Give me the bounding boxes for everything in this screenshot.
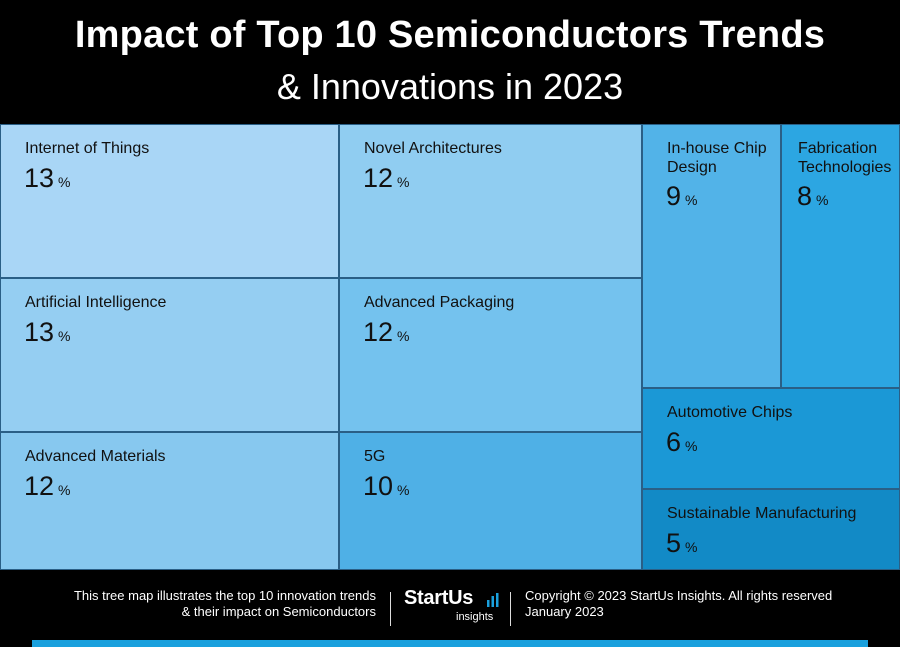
logo-sub-text: insights [456,611,494,623]
footer-copyright: Copyright © 2023 StartUs Insights. All r… [525,588,832,620]
tile-label: 5G [364,448,386,465]
treemap-tile-novel-architectures: Novel Architectures 12% [339,124,642,278]
tile-value: 6% [666,427,698,457]
tile-label: Advanced Materials [25,448,166,465]
tile-label: Advanced Packaging [364,294,515,311]
tile-label: Sustainable Manufacturing [667,505,857,522]
footer-description-line1: This tree map illustrates the top 10 inn… [73,588,376,603]
copyright-line: Copyright © 2023 StartUs Insights. All r… [525,588,833,603]
tile-label: Fabrication Technologies [798,140,892,176]
accent-bar [32,640,868,647]
header: Impact of Top 10 Semiconductors Trends &… [0,0,900,124]
logo-brand-text: StartUs [404,587,474,609]
footer-description-line2: & their impact on Semiconductors [181,604,376,619]
tile-label: Artificial Intelligence [25,294,167,311]
startus-logo: StartUs insights [404,587,500,627]
chart-subtitle: & Innovations in 2023 [276,66,624,107]
tile-value: 13% [24,163,71,193]
footer: This tree map illustrates the top 10 inn… [0,570,900,647]
tile-value: 8% [797,181,829,211]
treemap-tile-advanced-materials: Advanced Materials 12% [0,432,339,570]
tile-value: 12% [24,471,71,501]
treemap-tile-advanced-packaging: Advanced Packaging 12% [339,278,642,432]
treemap-tile-in-house-chip-design: In-house Chip Design 9% [642,124,781,388]
treemap: Internet of Things 13% Artificial Intellig… [0,124,900,570]
tile-label: In-house Chip Design [667,140,767,176]
treemap-tile-sustainable-manufacturing: Sustainable Manufacturing 5% [642,489,900,570]
tile-value: 12% [363,317,410,347]
footer-description: This tree map illustrates the top 10 inn… [74,588,376,620]
date-line: January 2023 [525,604,604,619]
treemap-tile-fabrication-technologies: Fabrication Technologies 8% [781,124,900,388]
tile-label: Automotive Chips [667,404,793,421]
tile-value: 5% [666,528,698,558]
bar-chart-icon [487,593,499,607]
tile-value: 12% [363,163,410,193]
tile-value: 9% [666,181,698,211]
tile-label: Internet of Things [25,140,150,157]
tile-value: 10% [363,471,410,501]
tile-label: Novel Architectures [364,140,502,157]
footer-divider-right [510,592,511,626]
treemap-tile-5g: 5G 10% [339,432,642,570]
tile-value: 13% [24,317,71,347]
treemap-tile-internet-of-things: Internet of Things 13% [0,124,339,278]
treemap-tile-artificial-intelligence: Artificial Intelligence 13% [0,278,339,432]
treemap-tile-automotive-chips: Automotive Chips 6% [642,388,900,489]
chart-title: Impact of Top 10 Semiconductors Trends [74,14,826,56]
footer-divider-left [390,592,391,626]
